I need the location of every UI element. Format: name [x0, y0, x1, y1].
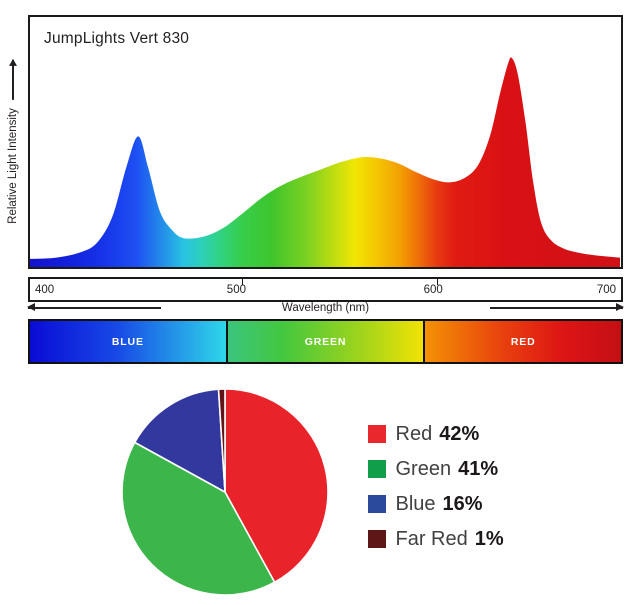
- x-axis-arrow-right-icon: [489, 302, 624, 313]
- x-axis-arrow-left-icon: [27, 302, 161, 313]
- x-tick-400: 400: [35, 283, 55, 296]
- legend-label: Far Red: [395, 527, 468, 550]
- legend-swatch: [368, 425, 386, 443]
- band-label-green: GREEN: [304, 335, 347, 348]
- x-tick-500: 500: [226, 283, 246, 296]
- x-axis-label: Wavelength (nm): [281, 302, 370, 314]
- tick-mark-500: [241, 279, 244, 285]
- y-axis-label: Relative Light Intensity: [7, 108, 19, 224]
- legend-value: 42%: [439, 422, 480, 445]
- band-label-red: RED: [510, 335, 536, 348]
- pie-legend: Red 42% Green 41% Blue 16% Far Red 1%: [368, 423, 504, 550]
- pie-slice-red: [224, 388, 329, 584]
- x-tick-600: 600: [423, 283, 443, 296]
- spectrum-curve: [30, 57, 620, 267]
- legend-label: Blue: [395, 492, 436, 515]
- legend-value: 16%: [442, 492, 483, 515]
- y-axis-up-arrow-icon: [12, 60, 14, 101]
- pie-chart: [121, 388, 329, 596]
- band-section-red: RED: [423, 321, 622, 362]
- legend-item-blue: Blue 16%: [368, 493, 504, 515]
- tick-mark-600: [436, 279, 439, 285]
- x-tick-700: 700: [596, 283, 616, 296]
- y-axis: Relative Light Intensity: [0, 15, 26, 269]
- spectrum-chart: JumpLights Vert 830: [28, 15, 623, 269]
- legend-label: Red: [395, 422, 433, 445]
- color-band: BLUE GREEN RED: [28, 319, 623, 364]
- chart-title: JumpLights Vert 830: [44, 30, 190, 47]
- spectrum-area: [30, 57, 620, 267]
- legend-swatch: [368, 495, 386, 513]
- legend-swatch: [368, 530, 386, 548]
- x-axis-caption: Wavelength (nm): [27, 298, 624, 318]
- legend-swatch: [368, 460, 386, 478]
- band-section-green: GREEN: [225, 321, 424, 362]
- pie-slice-green: [121, 441, 276, 596]
- x-axis: 400 500 600 700: [28, 277, 623, 302]
- legend-item-far-red: Far Red 1%: [368, 528, 504, 550]
- legend-item-green: Green 41%: [368, 458, 504, 480]
- legend-label: Green: [395, 457, 452, 480]
- band-label-blue: BLUE: [111, 335, 144, 348]
- legend-value: 1%: [474, 527, 504, 550]
- pie-slice-blue: [133, 388, 226, 493]
- band-section-blue: BLUE: [30, 321, 226, 362]
- legend-item-red: Red 42%: [368, 423, 504, 445]
- pie-slice-far-red: [217, 388, 226, 493]
- legend-value: 41%: [458, 457, 499, 480]
